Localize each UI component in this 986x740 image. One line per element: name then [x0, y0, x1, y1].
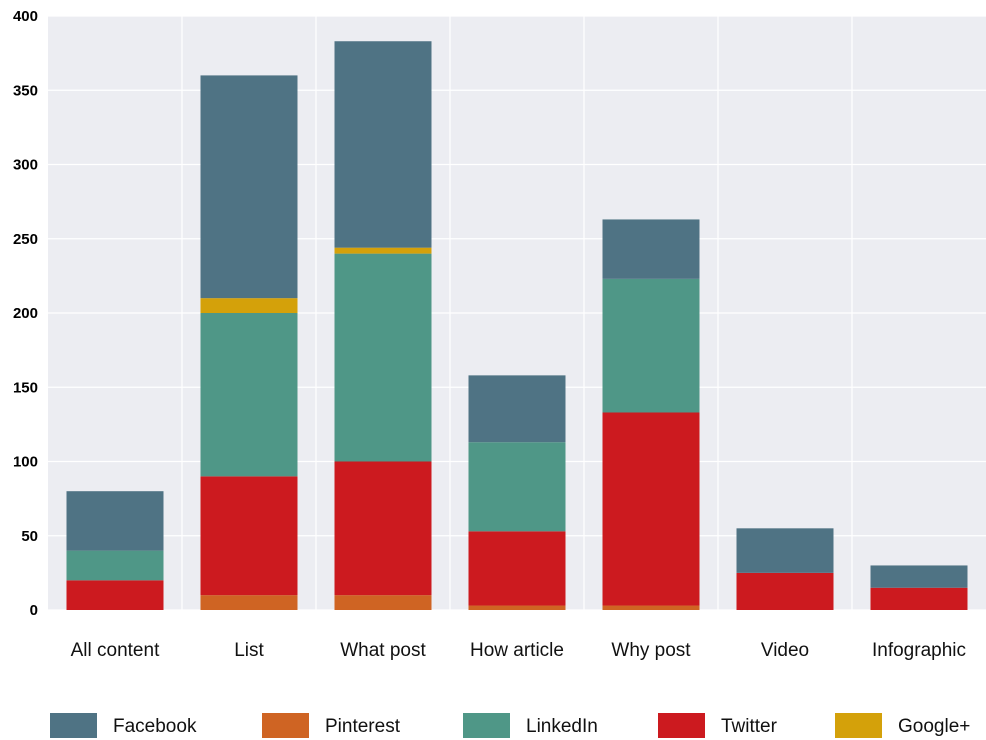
legend-swatch-linkedin: [463, 713, 510, 738]
bars: [66, 41, 968, 610]
legend-swatch-googleplus: [835, 713, 882, 738]
category-label-what-post: What post: [340, 640, 426, 661]
y-tick-label-100: 100: [13, 454, 38, 471]
bar-what-post-pinterest: [334, 595, 432, 610]
bar-all-content-linkedin: [66, 550, 164, 581]
bar-what-post-twitter: [334, 461, 432, 596]
bar-what-post-linkedin: [334, 253, 432, 462]
bar-how-article-linkedin: [468, 442, 566, 532]
bar-how-article-pinterest: [468, 605, 566, 610]
legend-swatch-pinterest: [262, 713, 309, 738]
y-tick-label-250: 250: [13, 231, 38, 248]
y-tick-label-300: 300: [13, 157, 38, 174]
legend-label-facebook: Facebook: [113, 716, 197, 737]
bar-all-content-facebook: [66, 491, 164, 551]
bar-list-googleplus: [200, 298, 298, 313]
y-tick-label-400: 400: [13, 8, 38, 25]
bar-infographic-facebook: [870, 565, 968, 588]
y-tick-label-350: 350: [13, 82, 38, 99]
bar-why-post-facebook: [602, 219, 700, 279]
category-label-how-article: How article: [470, 640, 564, 661]
category-label-list: List: [234, 640, 264, 661]
category-label-all-content: All content: [71, 640, 160, 661]
bar-infographic-twitter: [870, 587, 968, 610]
y-tick-label-50: 50: [21, 528, 38, 545]
x-axis-category-labels: All content List What post How article Why p…: [71, 640, 966, 661]
legend-label-pinterest: Pinterest: [325, 716, 401, 737]
y-tick-label-0: 0: [30, 602, 38, 619]
y-axis-tick-labels: 0 50 100 150 200 250 300 350 400: [13, 8, 38, 619]
bar-how-article-twitter: [468, 531, 566, 606]
legend: Facebook Pinterest LinkedIn Twitter Google+: [50, 713, 970, 738]
bar-what-post-googleplus: [334, 247, 432, 254]
bar-why-post-linkedin: [602, 278, 700, 413]
category-label-video: Video: [761, 640, 809, 661]
bar-video-twitter: [736, 572, 834, 610]
legend-swatch-facebook: [50, 713, 97, 738]
bar-why-post-pinterest: [602, 605, 700, 610]
bar-how-article-facebook: [468, 375, 566, 443]
bar-what-post-facebook: [334, 41, 432, 248]
category-label-infographic: Infographic: [872, 640, 966, 661]
legend-label-linkedin: LinkedIn: [526, 716, 598, 737]
legend-label-googleplus: Google+: [898, 716, 970, 737]
bar-list-pinterest: [200, 595, 298, 610]
legend-swatch-twitter: [658, 713, 705, 738]
legend-label-twitter: Twitter: [721, 716, 778, 737]
category-label-why-post: Why post: [611, 640, 691, 661]
y-tick-label-200: 200: [13, 305, 38, 322]
y-tick-label-150: 150: [13, 379, 38, 396]
bar-all-content-twitter: [66, 580, 164, 610]
bar-video-facebook: [736, 528, 834, 573]
bar-why-post-twitter: [602, 412, 700, 606]
bar-list-facebook: [200, 75, 298, 299]
bar-list-twitter: [200, 476, 298, 596]
bar-list-linkedin: [200, 313, 298, 477]
